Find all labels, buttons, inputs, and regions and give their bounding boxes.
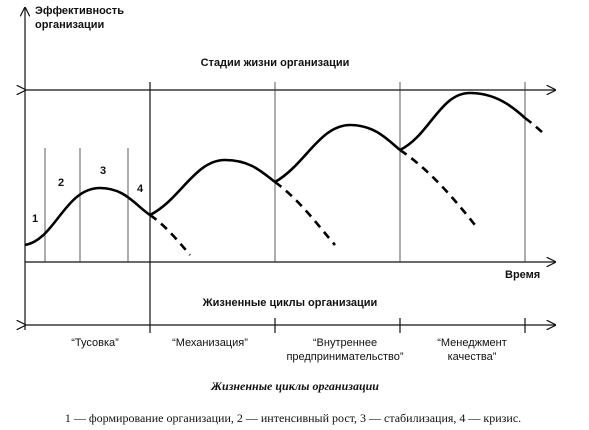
- axes: [25, 8, 555, 330]
- x-label: Время: [505, 269, 540, 281]
- legend: 1 — формирование организации, 2 — интенс…: [65, 411, 521, 425]
- cycle-label: предпринимательство”: [286, 351, 403, 363]
- y-label: Эффективность: [35, 5, 124, 17]
- stages-title: Стадии жизни организации: [201, 57, 350, 69]
- cycle-label: “Внутреннее: [313, 337, 377, 349]
- curves: [24, 91, 546, 256]
- y-label: организации: [35, 19, 104, 31]
- cycle-label: “Тусовка”: [71, 337, 119, 349]
- cycle-label: “Менеджмент: [437, 337, 507, 349]
- phase-label: 3: [100, 165, 106, 177]
- phase-label: 4: [137, 183, 144, 195]
- cycles-title: Жизненные циклы организации: [202, 297, 378, 309]
- stage-dividers: [25, 82, 555, 333]
- cycle-label: качества”: [448, 351, 497, 363]
- cycle-label: “Механизация”: [172, 337, 248, 349]
- caption: Жизненные циклы организации: [210, 379, 379, 393]
- phase-label: 1: [32, 213, 38, 225]
- phase-label: 2: [58, 177, 64, 189]
